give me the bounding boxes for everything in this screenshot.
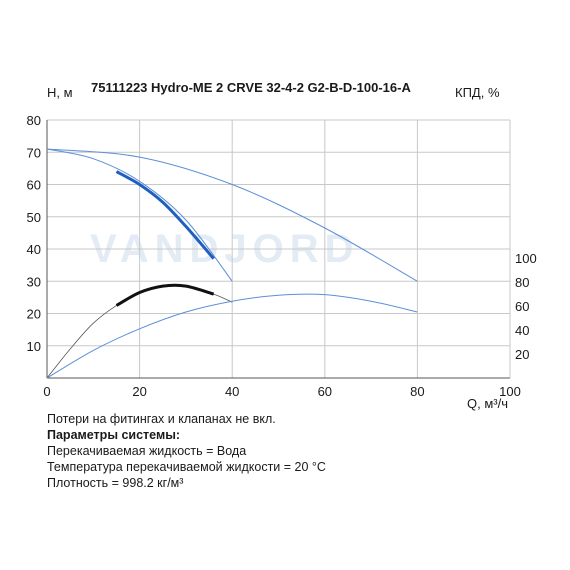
y2-tick-label: 100 (515, 251, 537, 266)
note-fittings: Потери на фитингах и клапанах не вкл. (47, 412, 276, 426)
series-line-5 (115, 283, 215, 307)
y-tick-label: 70 (27, 145, 41, 160)
y-tick-label: 60 (27, 178, 41, 193)
y-tick-label: 10 (27, 339, 41, 354)
x-tick-label: 0 (43, 384, 50, 399)
grid-lines (46, 119, 511, 379)
series-curves (46, 148, 418, 379)
x-tick-label: 40 (225, 384, 239, 399)
x-tick-label: 60 (318, 384, 332, 399)
x-axis-label: Q, м³/ч (467, 396, 508, 411)
chart-title: 75111223 Hydro-ME 2 CRVE 32-4-2 G2-B-D-1… (91, 80, 411, 95)
series-line-3 (46, 148, 418, 282)
series-line-6 (46, 293, 418, 379)
note-liquid: Перекачиваемая жидкость = Вода (47, 444, 247, 458)
y2-axis-label: КПД, % (455, 85, 500, 100)
y-tick-label: 50 (27, 210, 41, 225)
y-tick-label: 20 (27, 307, 41, 322)
y2-tick-label: 60 (515, 299, 529, 314)
y-tick-label: 40 (27, 242, 41, 257)
note-density: Плотность = 998.2 кг/м³ (47, 476, 184, 490)
tick-labels: 0 20 40 60 80 100 10 20 30 40 50 60 70 80 20 40 60 80 100 (27, 113, 537, 399)
x-tick-label: 100 (499, 384, 521, 399)
y2-tick-label: 40 (515, 323, 529, 338)
y-tick-label: 80 (27, 113, 41, 128)
series-line-1 (46, 148, 233, 282)
y-axis-label: H, м (47, 85, 73, 100)
y-tick-label: 30 (27, 274, 41, 289)
notes-panel: Потери на фитингах и клапанах не вкл. Па… (47, 411, 326, 491)
y2-tick-label: 80 (515, 275, 529, 290)
system-params-heading: Параметры системы: (47, 428, 181, 442)
x-tick-label: 80 (410, 384, 424, 399)
x-tick-label: 20 (132, 384, 146, 399)
series-line-2 (115, 170, 215, 260)
note-temperature: Температура перекачиваемой жидкости = 20… (47, 460, 326, 474)
y2-tick-label: 20 (515, 347, 529, 362)
